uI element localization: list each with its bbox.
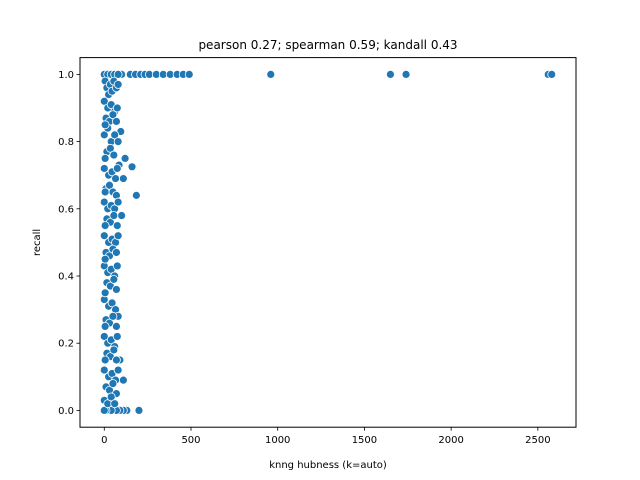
data-point (105, 180, 114, 190)
y-axis-label: recall (32, 229, 43, 256)
data-point (109, 345, 119, 355)
data-point (134, 405, 144, 415)
data-point (100, 153, 110, 163)
data-point (99, 332, 109, 341)
y-tick-label: 0.6 (58, 204, 74, 215)
data-point (99, 231, 109, 241)
data-point (131, 190, 141, 200)
data-point (100, 187, 110, 197)
y-tick-label: 0.2 (58, 339, 74, 350)
data-point (112, 321, 121, 331)
data-point (112, 221, 122, 231)
data-point (184, 70, 194, 79)
data-point (108, 311, 118, 321)
data-point (113, 137, 123, 147)
data-point (386, 70, 395, 79)
data-point (99, 96, 109, 106)
data-point (109, 150, 119, 160)
data-point (120, 153, 130, 163)
y-tick-label: 0.0 (58, 406, 74, 417)
data-point (100, 120, 110, 130)
data-point (106, 392, 116, 402)
axes-layer: 0 500 1000 1500 2000 2500 0.0 0.2 0.4 0.6 0.8 1.0 (58, 70, 550, 446)
x-tick-label: 2000 (438, 435, 463, 446)
data-point (113, 365, 123, 375)
data-point (100, 321, 110, 331)
data-point (112, 117, 121, 126)
x-tick-label: 2500 (525, 435, 550, 446)
data-point (118, 174, 128, 183)
data-point (99, 164, 109, 173)
data-point (108, 110, 118, 120)
data-point (99, 365, 109, 375)
x-axis-label: knng hubness (k=auto) (269, 460, 387, 471)
data-point (99, 130, 109, 140)
data-point (547, 70, 557, 79)
data-point (113, 70, 123, 79)
data-point (105, 143, 115, 153)
data-point (266, 70, 276, 79)
data-point (112, 261, 122, 271)
data-point (110, 399, 120, 409)
data-point (113, 231, 123, 241)
data-point (109, 274, 119, 284)
data-point (100, 288, 110, 298)
x-tick-label: 1500 (352, 435, 377, 446)
data-point (100, 221, 110, 231)
data-point (100, 355, 110, 365)
data-point (401, 70, 411, 79)
data-point (108, 379, 118, 388)
data-point (100, 254, 110, 264)
plot-frame (79, 57, 577, 428)
data-point (109, 211, 119, 220)
data-point (112, 248, 121, 257)
data-point (118, 375, 128, 385)
data-point (117, 211, 127, 220)
data-point (112, 332, 122, 341)
data-point (107, 298, 117, 308)
data-point (112, 285, 121, 294)
data-point (113, 197, 123, 207)
data-point (112, 355, 121, 365)
data-point (112, 103, 122, 113)
data-point (110, 130, 120, 140)
y-tick-label: 1.0 (58, 70, 74, 81)
data-point (112, 164, 122, 173)
data-point (99, 197, 109, 207)
points-layer (99, 70, 557, 415)
chart-title: pearson 0.27; spearman 0.59; kandall 0.4… (198, 38, 457, 52)
x-tick-label: 500 (181, 435, 200, 446)
data-point (113, 80, 123, 89)
x-tick-label: 0 (101, 435, 107, 446)
y-tick-label: 0.8 (58, 137, 74, 148)
data-point (127, 162, 137, 172)
data-point (99, 405, 109, 415)
x-tick-label: 1000 (265, 435, 290, 446)
y-tick-label: 0.4 (58, 272, 74, 283)
data-point (111, 174, 120, 183)
